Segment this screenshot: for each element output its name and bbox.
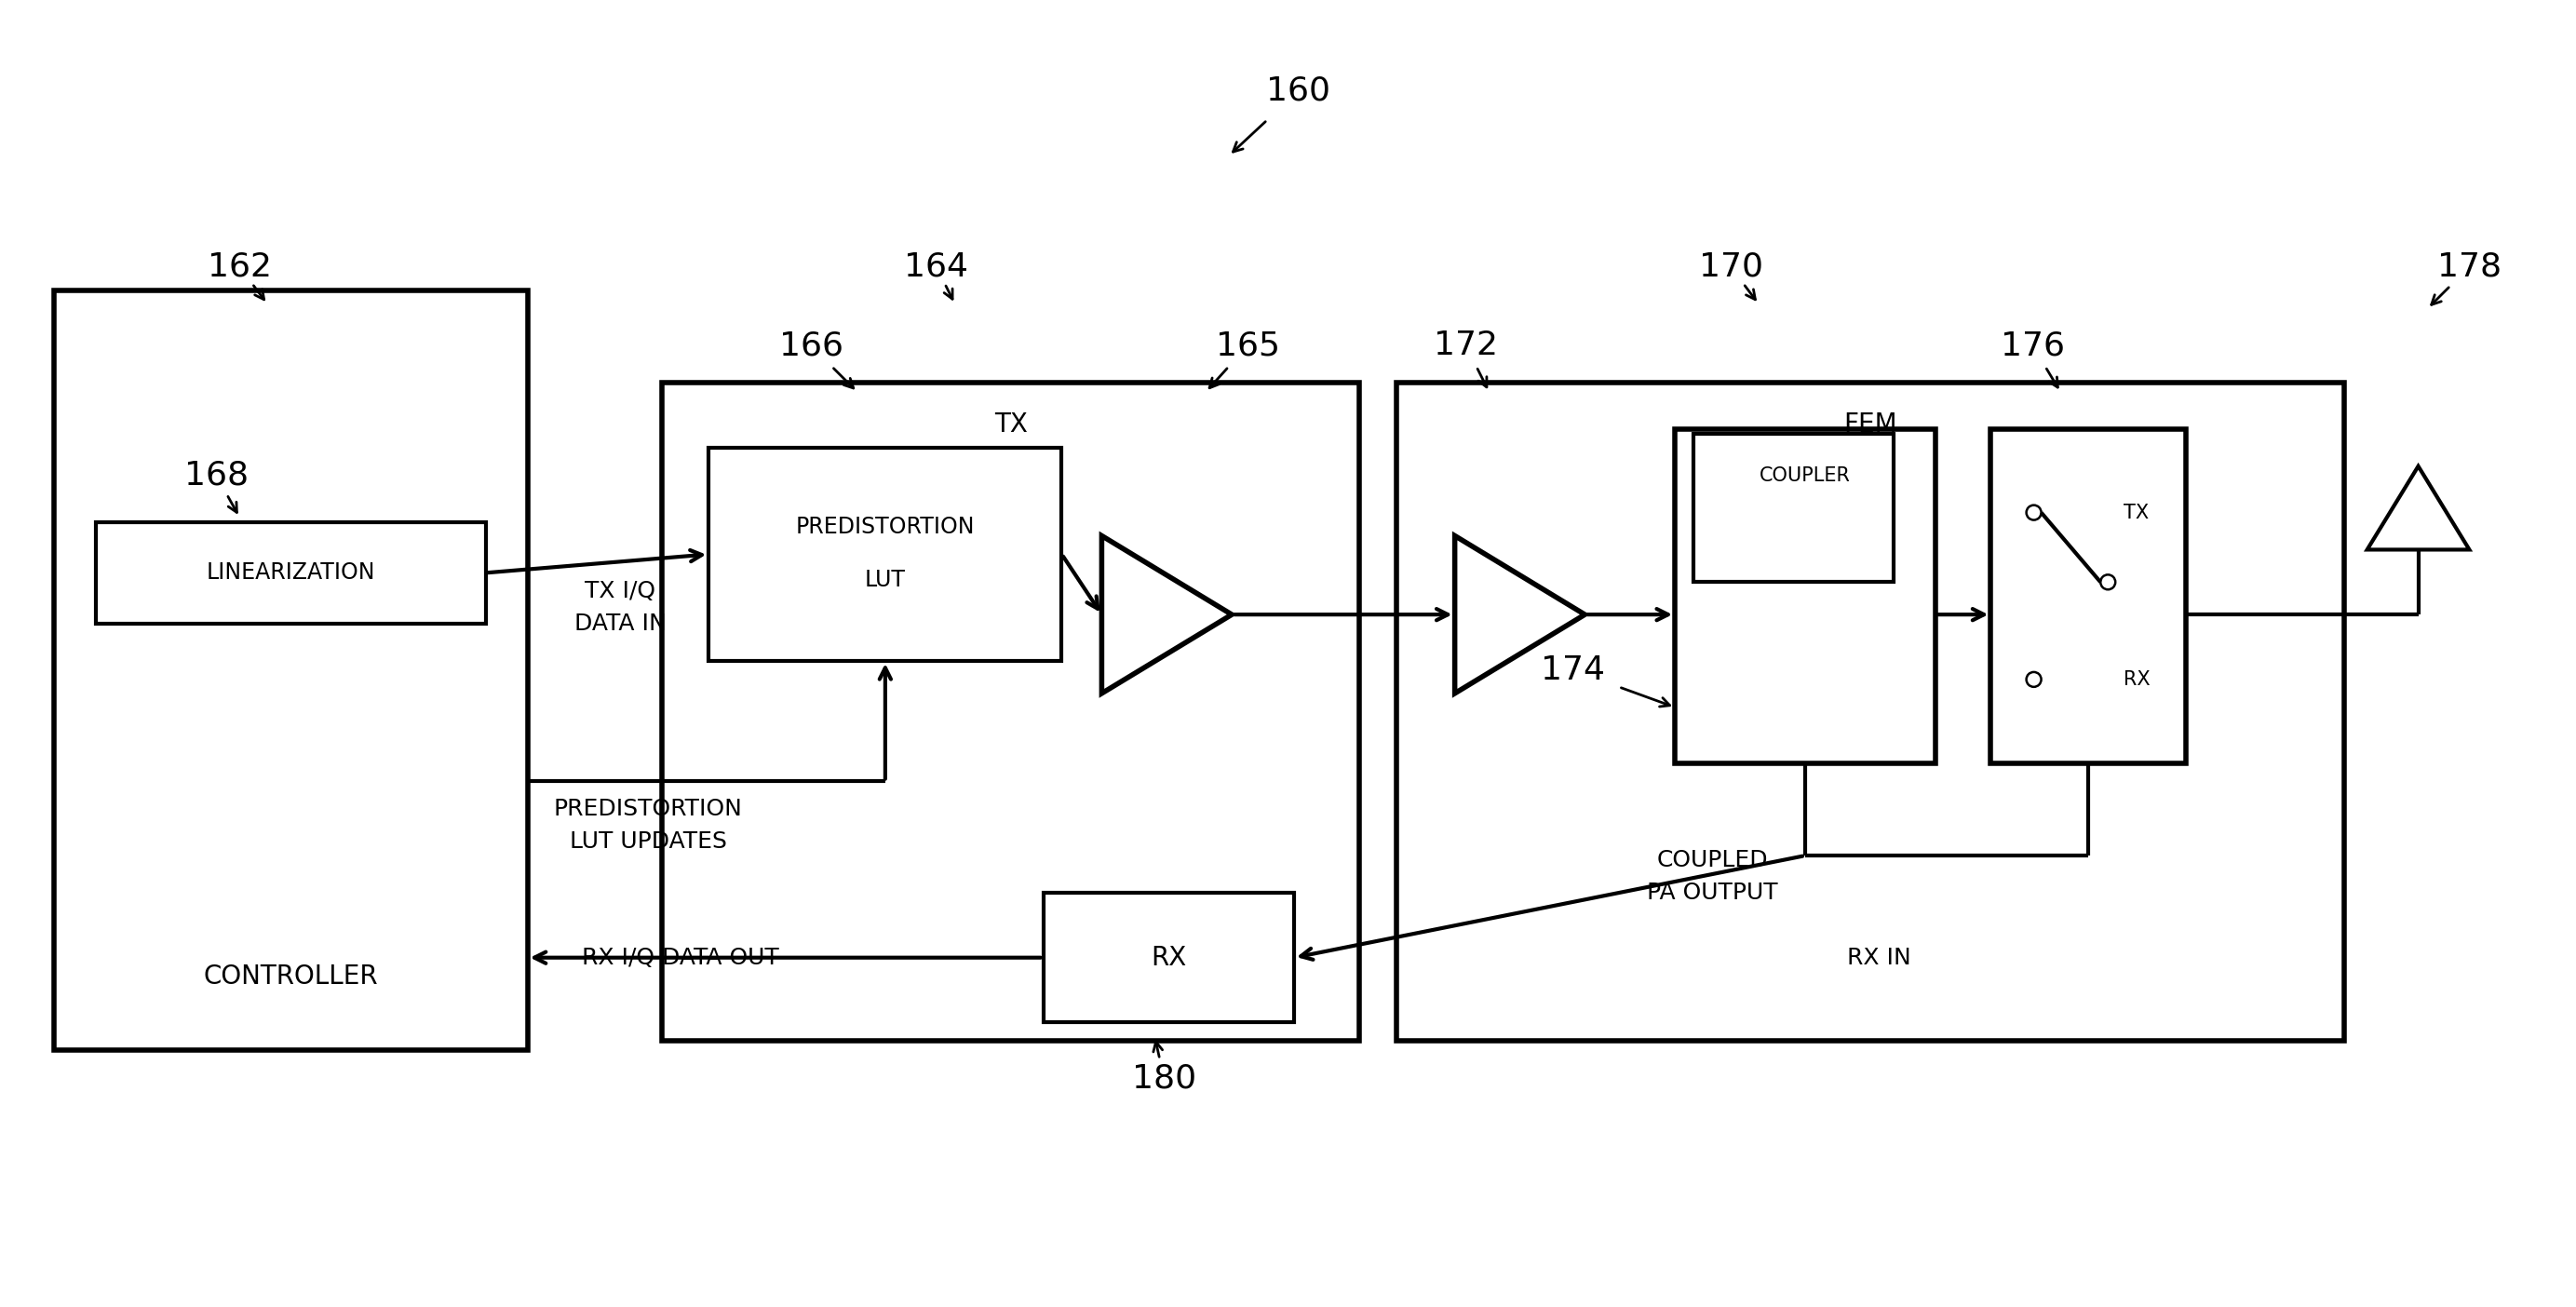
Text: PA: PA [1504,605,1530,623]
Text: 178: 178 [2437,251,2501,282]
Bar [95,521,487,623]
Text: RX: RX [2123,670,2151,689]
Bar [662,383,1360,1042]
Text: LINEARIZATION: LINEARIZATION [206,562,376,584]
Text: TX I/Q: TX I/Q [585,580,657,603]
Text: COUPLER: COUPLER [1759,467,1850,485]
Text: TX: TX [2123,503,2148,521]
Text: 176: 176 [2002,329,2066,362]
Bar [1674,429,1935,763]
Text: RX: RX [1151,945,1188,971]
Polygon shape [1455,536,1584,694]
Bar [1991,429,2187,763]
Text: RX I/Q DATA OUT: RX I/Q DATA OUT [582,946,781,968]
Text: COUPLED: COUPLED [1656,850,1767,872]
Text: RX IN: RX IN [1847,946,1911,968]
Text: DATA IN: DATA IN [574,613,667,635]
Text: 160: 160 [1267,74,1332,106]
Bar [1692,434,1893,582]
Text: 180: 180 [1131,1063,1195,1094]
Text: 164: 164 [904,251,969,282]
Text: FEM: FEM [1844,412,1896,438]
Text: DPA: DPA [1141,605,1185,623]
Text: LUT: LUT [866,569,907,592]
Circle shape [2027,672,2040,687]
Bar [1043,893,1293,1022]
Text: LUT UPDATES: LUT UPDATES [569,830,726,853]
Polygon shape [1103,536,1231,694]
Text: 165: 165 [1216,329,1280,362]
Text: 168: 168 [183,460,247,491]
Bar [1396,383,2344,1042]
Text: 174: 174 [1540,655,1605,686]
Bar [54,290,528,1051]
Text: 170: 170 [1698,251,1762,282]
Text: 172: 172 [1435,329,1499,362]
Polygon shape [2367,467,2470,550]
Text: CONTROLLER: CONTROLLER [204,963,379,989]
Text: PREDISTORTION: PREDISTORTION [554,799,742,821]
Text: PA OUTPUT: PA OUTPUT [1646,881,1777,904]
Text: TX: TX [994,412,1028,438]
Text: PREDISTORTION: PREDISTORTION [796,515,974,537]
Bar [708,448,1061,661]
Text: 162: 162 [209,251,270,282]
Circle shape [2027,505,2040,520]
Circle shape [2099,575,2115,589]
Text: 166: 166 [778,329,842,362]
